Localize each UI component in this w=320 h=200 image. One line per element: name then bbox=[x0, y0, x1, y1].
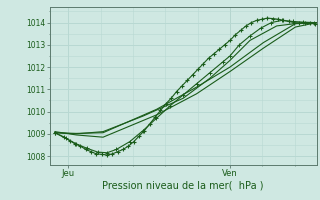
X-axis label: Pression niveau de la mer(  hPa ): Pression niveau de la mer( hPa ) bbox=[102, 181, 264, 191]
